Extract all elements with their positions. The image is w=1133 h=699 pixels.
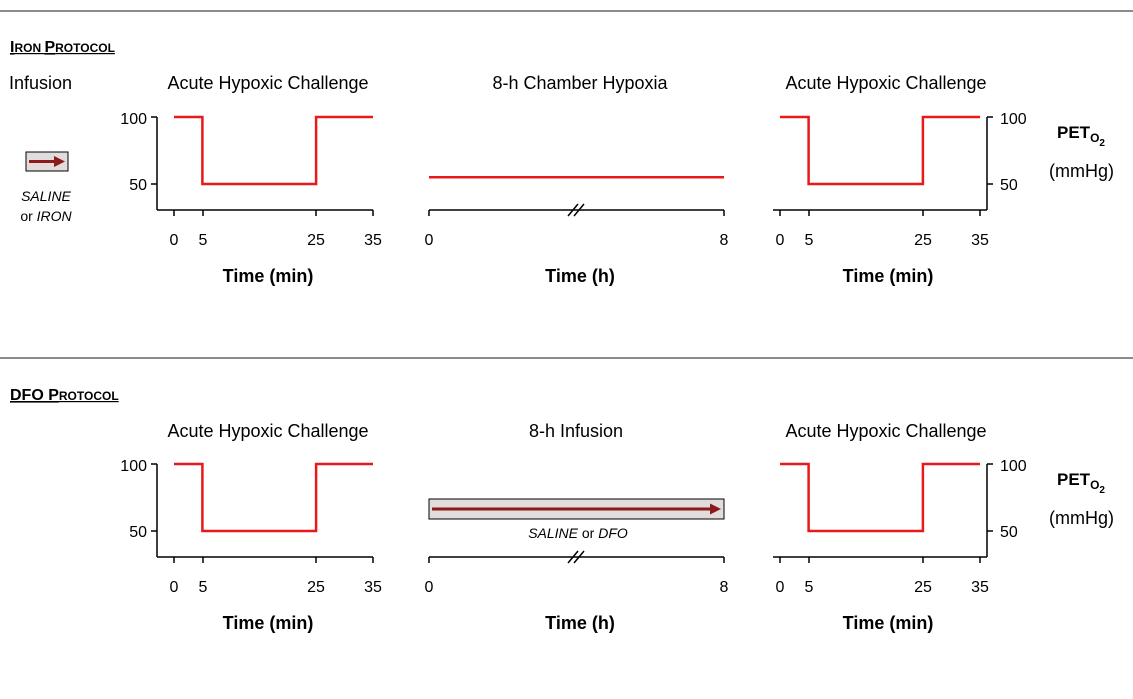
panel-title-acute-2: Acute Hypoxic Challenge — [785, 421, 986, 441]
panel-title-acute-1: Acute Hypoxic Challenge — [167, 421, 368, 441]
x-axis-label: Time (h) — [545, 266, 615, 286]
x-tick-label-35: 35 — [364, 579, 382, 596]
axis-break-mark — [567, 203, 579, 217]
x-tick-label-25: 25 — [914, 579, 932, 596]
dfo-acute-panel-1: 100 50 0 5 25 35 Time (min) — [120, 458, 382, 633]
iron-chamber-panel: 0 8 Time (h) — [425, 176, 729, 286]
y-tick-label-50: 50 — [129, 177, 147, 194]
y-tick-label-100: 100 — [120, 458, 147, 475]
x-tick-label-35: 35 — [971, 232, 989, 249]
y-tick-label-100: 100 — [1000, 458, 1027, 475]
y-axis-label: PETO2 — [1057, 123, 1105, 149]
dfo-protocol-title: DFO PROTOCOL — [10, 387, 119, 404]
panel-title-chamber: 8-h Chamber Hypoxia — [492, 73, 668, 93]
iron-protocol-section: IRON PROTOCOL Infusion Acute Hypoxic Cha… — [9, 39, 1114, 286]
po2-trace — [780, 462, 980, 533]
x-tick-label-35: 35 — [971, 579, 989, 596]
axis-break-mark — [573, 550, 585, 564]
x-tick-label-0: 0 — [425, 579, 434, 596]
iron-protocol-title: IRON PROTOCOL — [10, 39, 115, 56]
dfo-protocol-section: DFO PROTOCOL Acute Hypoxic Challenge 8-h… — [10, 387, 1114, 633]
x-tick-label-5: 5 — [805, 232, 814, 249]
x-tick-label-0: 0 — [776, 579, 785, 596]
y-tick-label-50: 50 — [1000, 524, 1018, 541]
x-tick-label-8: 8 — [720, 232, 729, 249]
y-axis-unit: (mmHg) — [1049, 161, 1114, 181]
x-tick-label-5: 5 — [199, 232, 208, 249]
po2-trace — [174, 462, 373, 533]
y-axis-label: PETO2 — [1057, 470, 1105, 496]
x-tick-label-5: 5 — [199, 579, 208, 596]
dfo-acute-panel-2: 0 5 25 35 100 50 Time (min) PETO2 (mmHg) — [773, 458, 1114, 633]
infusion-arrow-head-icon — [54, 156, 65, 167]
y-axis-unit: (mmHg) — [1049, 508, 1114, 528]
iron-acute-panel-2: 0 5 25 35 100 50 Time (min) PETO2 (mmHg) — [773, 111, 1114, 286]
x-axis-label: Time (min) — [843, 613, 934, 633]
x-axis-label: Time (min) — [223, 266, 314, 286]
x-tick-label-0: 0 — [776, 232, 785, 249]
panel-title-acute-1: Acute Hypoxic Challenge — [167, 73, 368, 93]
y-tick-label-100: 100 — [1000, 111, 1027, 128]
infusion-arrow-head-icon — [710, 503, 721, 515]
x-tick-label-0: 0 — [170, 232, 179, 249]
x-axis-label: Time (h) — [545, 613, 615, 633]
po2-trace — [174, 115, 373, 186]
panel-title-acute-2: Acute Hypoxic Challenge — [785, 73, 986, 93]
dfo-infusion-panel: SALINE or DFO 0 8 Time (h) — [425, 498, 729, 633]
y-tick-label-100: 100 — [120, 111, 147, 128]
x-axis-label: Time (min) — [223, 613, 314, 633]
x-tick-label-25: 25 — [307, 232, 325, 249]
x-tick-label-0: 0 — [170, 579, 179, 596]
x-tick-label-25: 25 — [307, 579, 325, 596]
x-tick-label-25: 25 — [914, 232, 932, 249]
panel-title-infusion: 8-h Infusion — [529, 421, 623, 441]
infusion-label: Infusion — [9, 73, 72, 93]
po2-trace — [780, 115, 980, 186]
x-tick-label-0: 0 — [425, 232, 434, 249]
infusion-agent-iron: or IRON — [20, 208, 72, 224]
y-tick-label-50: 50 — [1000, 177, 1018, 194]
axis-break-mark — [573, 203, 585, 217]
y-tick-label-50: 50 — [129, 524, 147, 541]
axis-break-mark — [567, 550, 579, 564]
x-axis-label: Time (min) — [843, 266, 934, 286]
x-tick-label-8: 8 — [720, 579, 729, 596]
iron-acute-panel-1: 100 50 0 5 25 35 Time (min) — [120, 111, 382, 286]
x-tick-label-35: 35 — [364, 232, 382, 249]
infusion-bar-label: SALINE or DFO — [528, 525, 628, 541]
infusion-agent-saline: SALINE — [21, 188, 71, 204]
x-tick-label-5: 5 — [805, 579, 814, 596]
